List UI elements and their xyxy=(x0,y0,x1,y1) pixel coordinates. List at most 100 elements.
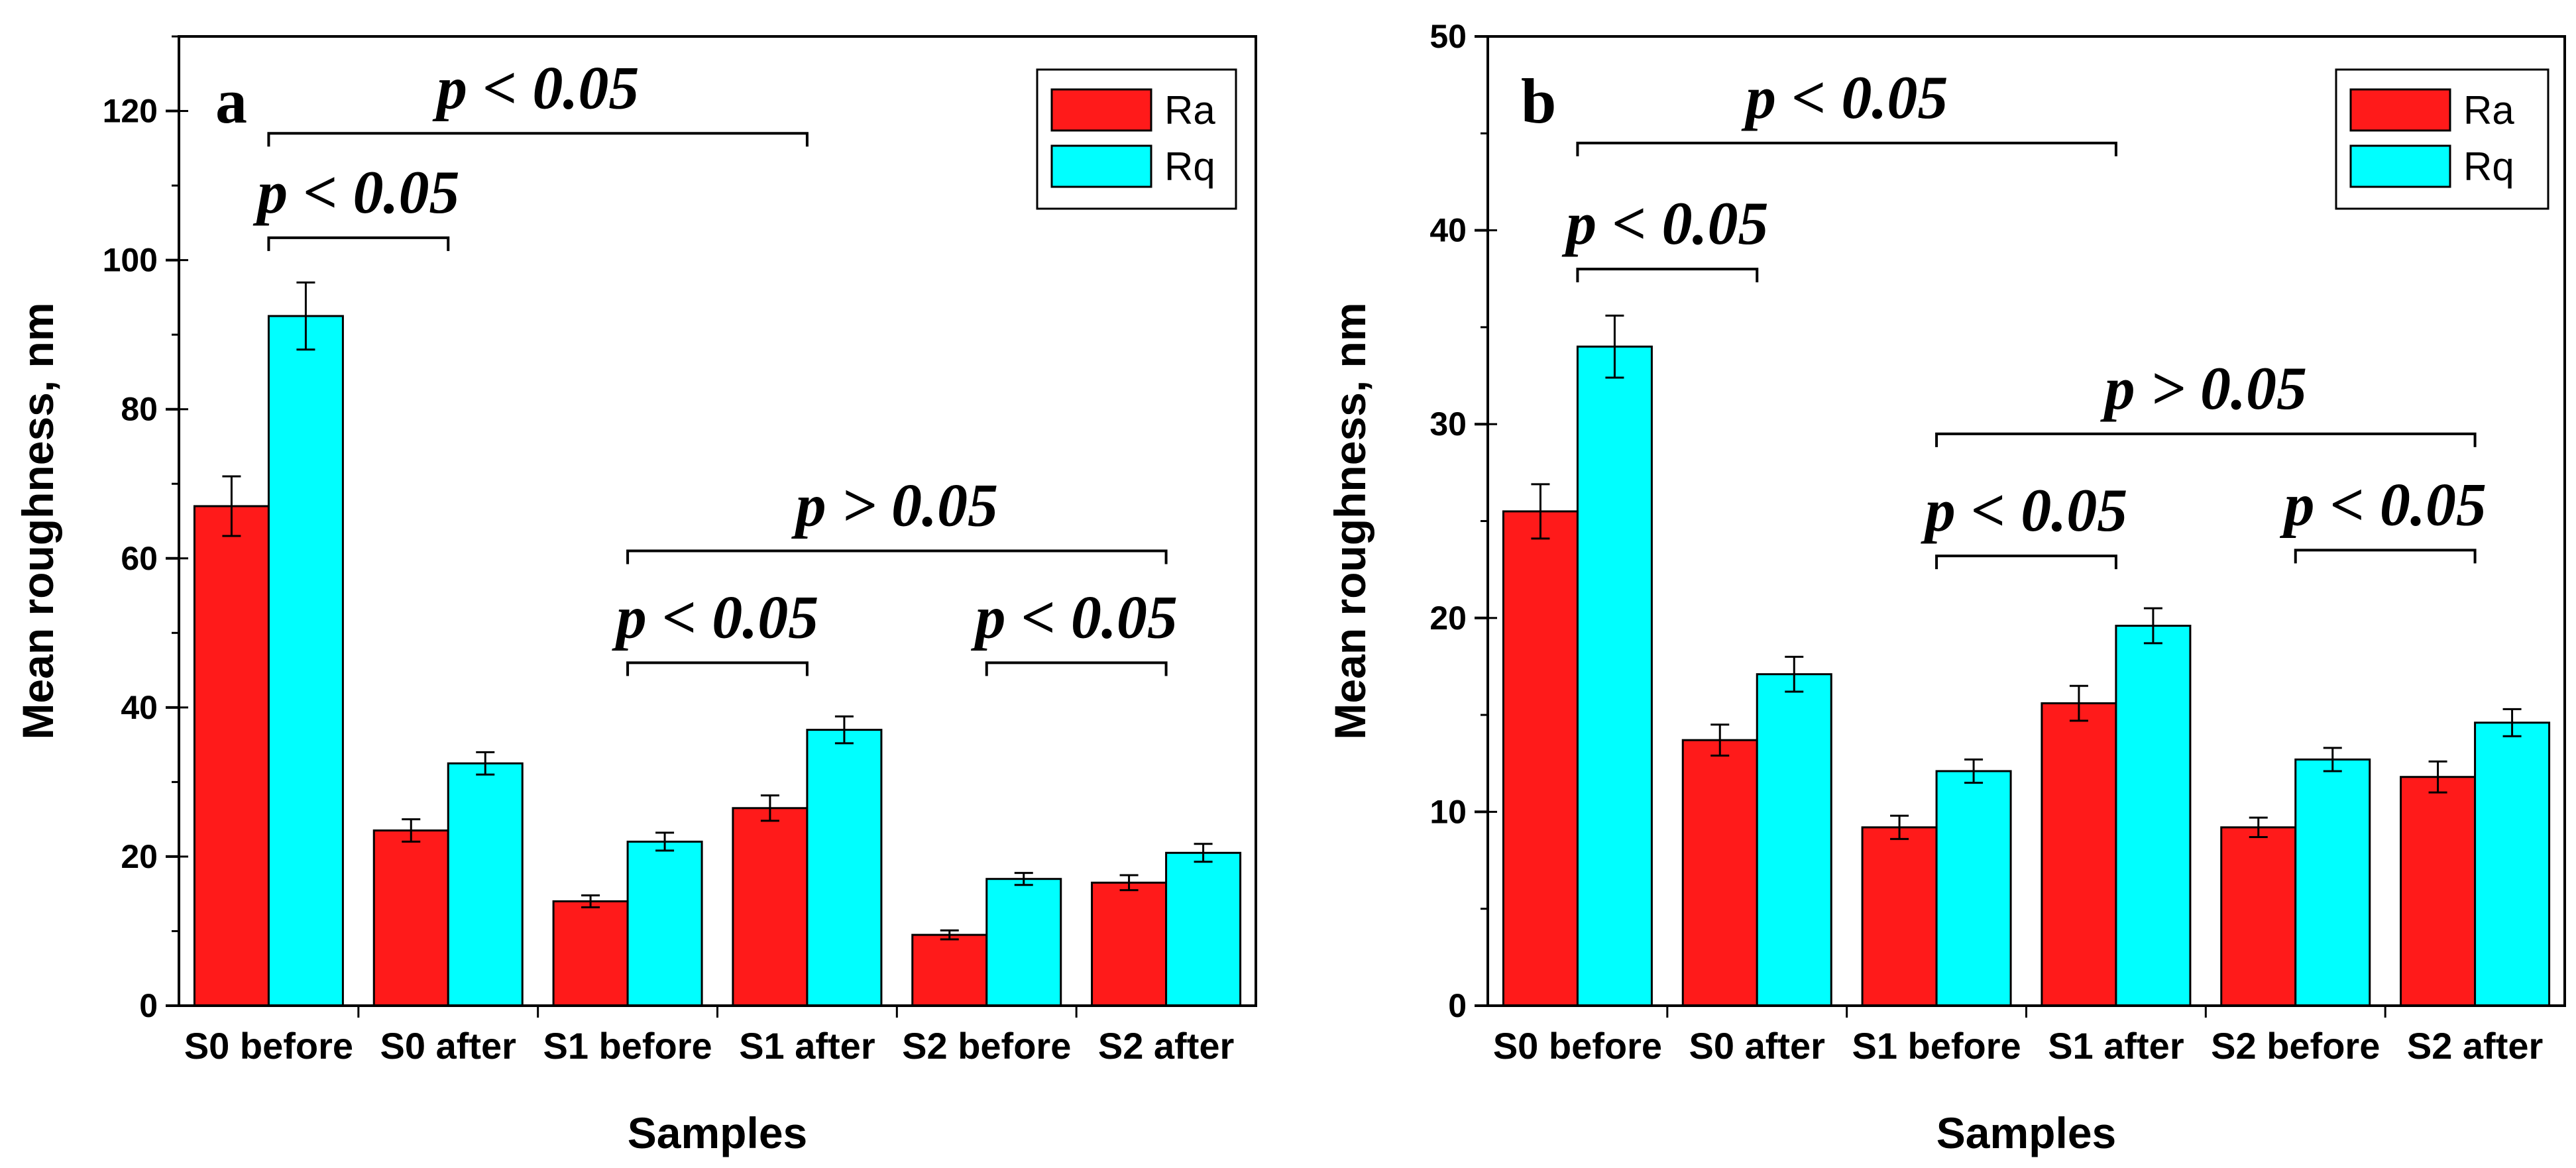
significance-label: p > 0.05 xyxy=(791,472,998,539)
error-bar-rq-s1-before xyxy=(1964,758,1984,784)
significance-bracket xyxy=(1935,432,2477,447)
significance-label: p < 0.05 xyxy=(1561,189,1768,257)
bar-ra-s2-before xyxy=(911,933,988,1007)
significance-annotation: p < 0.05 xyxy=(970,583,1178,676)
error-bar-rq-s2-before xyxy=(1014,872,1033,886)
significance-annotation: p < 0.05 xyxy=(267,54,809,147)
error-bar-ra-s2-before xyxy=(2249,816,2268,838)
bar-ra-s2-after xyxy=(2400,776,2477,1007)
significance-bracket xyxy=(985,661,1168,676)
y-tick-label: 30 xyxy=(1429,405,1467,443)
y-tick-label: 120 xyxy=(103,93,158,130)
legend-label-rq: Rq xyxy=(1164,144,1215,189)
significance-annotation: p < 0.05 xyxy=(1576,64,2117,156)
significance-label: p < 0.05 xyxy=(970,583,1177,651)
bar-rq-s0-after xyxy=(1756,673,1832,1007)
x-tick-label-s2-before: S2 before xyxy=(2211,1025,2380,1067)
legend-swatch-rq xyxy=(2349,144,2451,188)
bar-ra-s1-before xyxy=(1861,826,1938,1007)
y-tick-label: 60 xyxy=(121,540,158,577)
error-bar-rq-s2-after xyxy=(2502,708,2522,737)
significance-bracket xyxy=(2294,549,2477,564)
bar-ra-s0-before xyxy=(193,505,270,1007)
error-bar-ra-s2-before xyxy=(940,929,959,941)
significance-bracket xyxy=(626,661,809,676)
x-tick-label-s2-after: S2 after xyxy=(1098,1025,1234,1067)
bar-rq-s2-before xyxy=(985,878,1062,1007)
bar-ra-s1-after xyxy=(732,807,809,1007)
chart-panel-b: 0 10 20 30 40 50 S0 before S0 after S1 before S1 … xyxy=(1325,18,2566,1157)
y-tick-label: 80 xyxy=(121,391,158,428)
error-bar-rq-s0-before xyxy=(296,281,315,351)
bar-ra-s2-before xyxy=(2220,826,2297,1007)
significance-annotation: p < 0.05 xyxy=(612,583,818,676)
significance-annotation: p > 0.05 xyxy=(1935,354,2477,447)
error-bar-rq-s0-before xyxy=(1605,314,1624,379)
panel-label: a xyxy=(215,66,247,136)
bar-rq-s0-before xyxy=(1576,345,1653,1007)
error-bar-rq-s2-before xyxy=(2323,747,2342,772)
legend-label-ra: Ra xyxy=(2463,88,2514,133)
significance-annotation: p < 0.05 xyxy=(1921,476,2127,570)
bar-rq-s1-before xyxy=(1935,770,2012,1007)
bar-ra-s1-before xyxy=(552,900,629,1007)
bar-ra-s0-before xyxy=(1502,510,1579,1007)
significance-annotation: p < 0.05 xyxy=(2279,470,2487,564)
x-tick-label-s1-after: S1 after xyxy=(739,1025,875,1067)
x-tick-label-s0-before: S0 before xyxy=(184,1025,353,1067)
legend-swatch-rq xyxy=(1050,144,1152,188)
significance-bracket xyxy=(267,236,450,251)
error-bar-rq-s1-before xyxy=(655,831,675,852)
legend-swatch-ra xyxy=(1050,88,1152,132)
error-bar-ra-s2-after xyxy=(1119,874,1139,892)
y-tick-label: 10 xyxy=(1429,793,1467,830)
significance-label: p < 0.05 xyxy=(1741,64,1948,131)
significance-bracket xyxy=(1935,555,2117,570)
significance-bracket xyxy=(267,132,809,147)
error-bar-ra-s0-after xyxy=(1710,723,1730,757)
error-bar-ra-s1-after xyxy=(760,794,779,822)
y-tick-label: 50 xyxy=(1429,18,1467,55)
legend-label-ra: Ra xyxy=(1164,88,1215,133)
significance-bracket xyxy=(1576,141,2117,156)
x-axis-label: Samples xyxy=(628,1108,807,1157)
bar-rq-s1-after xyxy=(806,729,883,1007)
x-tick-label-s0-after: S0 after xyxy=(1689,1025,1825,1067)
significance-label: p < 0.05 xyxy=(2279,470,2486,538)
significance-label: p < 0.05 xyxy=(612,583,818,651)
bar-rq-s2-after xyxy=(2474,721,2551,1007)
legend-swatch-ra xyxy=(2349,88,2451,132)
y-tick-label: 20 xyxy=(121,838,158,875)
significance-label: p > 0.05 xyxy=(2100,354,2307,422)
bar-rq-s2-after xyxy=(1165,851,1242,1007)
bar-ra-s0-after xyxy=(372,829,449,1007)
significance-label: p < 0.05 xyxy=(1921,476,2127,544)
x-tick-label-s1-before: S1 before xyxy=(543,1025,712,1067)
significance-label: p < 0.05 xyxy=(432,54,639,121)
significance-bracket xyxy=(626,549,1168,564)
bar-rq-s0-before xyxy=(267,315,344,1007)
y-tick-label: 40 xyxy=(1429,212,1467,249)
significance-annotation: p > 0.05 xyxy=(626,472,1168,564)
x-tick-label-s0-before: S0 before xyxy=(1493,1025,1662,1067)
error-bar-rq-s2-after xyxy=(1194,843,1213,863)
y-axis-label: Mean roughness, nm xyxy=(1325,302,1374,739)
x-tick-label-s2-before: S2 before xyxy=(902,1025,1071,1067)
panel-label: b xyxy=(1521,66,1556,136)
x-tick-label-s0-after: S0 after xyxy=(380,1025,516,1067)
error-bar-ra-s1-before xyxy=(581,894,600,908)
bar-rq-s1-after xyxy=(2115,625,2192,1007)
y-tick-label: 40 xyxy=(121,689,158,726)
x-tick-label-s2-after: S2 after xyxy=(2407,1025,2543,1067)
error-bar-rq-s1-after xyxy=(834,715,854,745)
bar-rq-s1-before xyxy=(626,840,703,1007)
bar-ra-s1-after xyxy=(2041,702,2117,1007)
significance-label: p < 0.05 xyxy=(252,158,459,226)
y-tick-label: 0 xyxy=(139,987,158,1024)
y-tick-label: 100 xyxy=(103,242,158,279)
legend-label-rq: Rq xyxy=(2463,144,2514,189)
error-bar-ra-s2-after xyxy=(2428,760,2447,794)
significance-bracket xyxy=(1576,268,1759,283)
